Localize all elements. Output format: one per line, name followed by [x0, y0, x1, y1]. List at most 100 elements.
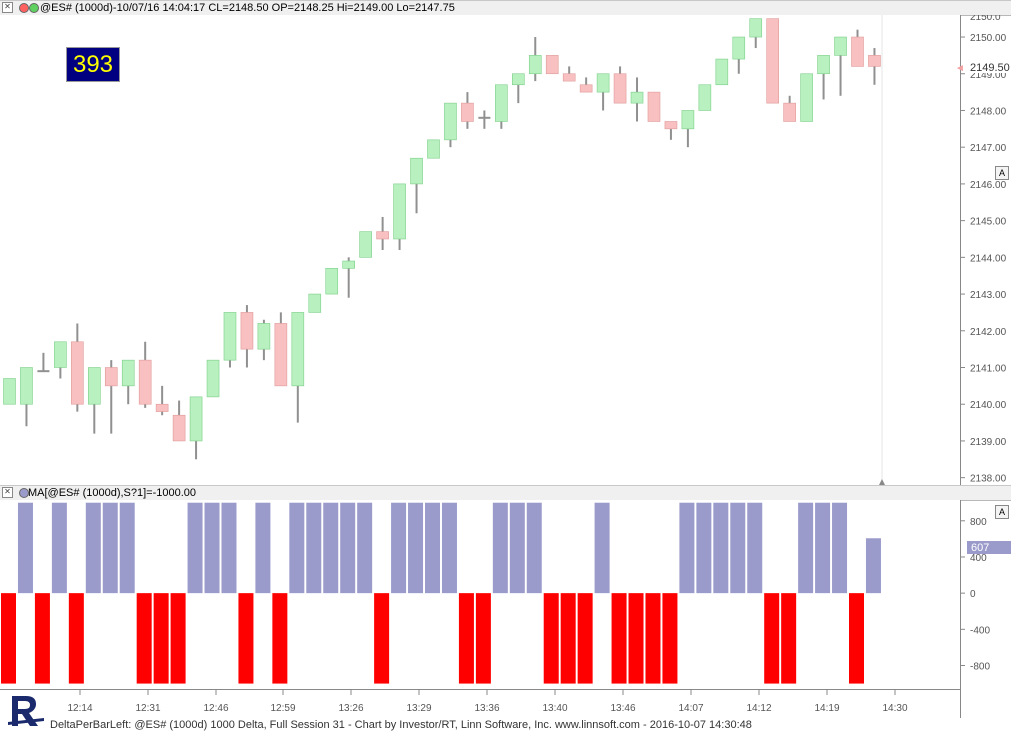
x-tick-label: 13:40: [542, 703, 567, 714]
candle-body: [444, 102, 457, 141]
delta-bar: [526, 502, 542, 594]
delta-bar: [560, 593, 576, 684]
delta-bar: [170, 593, 186, 684]
delta-bar: [153, 593, 169, 684]
delta-bar: [764, 593, 780, 684]
y-tick-label: 2149.00: [970, 70, 1007, 81]
candle-body: [495, 84, 508, 122]
price-chart[interactable]: 2150.00 2149.00 2148.00 2147.00 2146.00 2145.…: [0, 15, 1011, 485]
y-tick-label: 2143.00: [970, 290, 1007, 301]
indicator-autoscale-button[interactable]: A: [995, 505, 1009, 519]
delta-bar: [781, 593, 797, 684]
delta-bar: [340, 502, 356, 594]
candle-body: [410, 157, 423, 185]
delta-bar: [357, 502, 373, 594]
status-dot-icon: [29, 3, 39, 13]
candle-body: [834, 36, 847, 56]
y-tick-label: 2147.00: [970, 143, 1007, 154]
delta-bar: [509, 502, 525, 594]
candle-body: [172, 414, 186, 442]
candle-body: [121, 359, 135, 387]
candle-body: [240, 312, 254, 350]
x-tick-label: 12:31: [135, 703, 160, 714]
delta-bar: [730, 502, 746, 594]
y-tick-label: 2140.00: [970, 400, 1007, 411]
x-tick-label: 13:46: [610, 703, 635, 714]
candle-body: [511, 73, 525, 86]
candle-body: [596, 73, 610, 93]
delta-bar: [34, 593, 50, 684]
y-tick-label: 2139.00: [970, 437, 1007, 448]
indicator-panel-title: MA[@ES# (1000d),S?1]=-1000.00: [28, 487, 197, 499]
candle-body: [274, 323, 288, 387]
candle-body: [189, 396, 203, 442]
candle-body: [800, 73, 813, 122]
delta-bar: [611, 593, 627, 684]
delta-bar: [238, 593, 254, 684]
x-tick-label: 13:26: [338, 703, 363, 714]
indicator-panel-titlebar: ✕ MA[@ES# (1000d),S?1]=-1000.00: [0, 485, 1011, 501]
y-tick-label: 2146.00: [970, 180, 1007, 191]
x-tick-label: 14:30: [882, 703, 907, 714]
candle-body: [104, 367, 118, 387]
current-value-label: 607: [971, 542, 989, 554]
candle-body: [20, 367, 33, 405]
candle-body: [681, 110, 695, 130]
candle-body: [342, 260, 356, 269]
candle-body: [206, 359, 220, 398]
candle-body: [868, 55, 881, 67]
delta-bar: [136, 593, 152, 684]
bar-count-badge: 393: [66, 47, 120, 82]
x-tick-label: 13:29: [406, 703, 431, 714]
candle-body: [308, 293, 322, 313]
chart-footer: DeltaPerBarLeft: @ES# (1000d) 1000 Delta…: [50, 719, 752, 731]
current-price-label: 2149.50: [970, 62, 1010, 74]
x-tick-label: 12:46: [203, 703, 228, 714]
candle-body: [545, 55, 559, 75]
delta-bar: [849, 593, 864, 684]
delta-bar: [102, 502, 118, 594]
indicator-color-icon: [19, 488, 29, 498]
candle-body: [155, 403, 169, 412]
delta-bar: [289, 502, 305, 594]
x-tick-label: 14:19: [814, 703, 839, 714]
delta-bar: [832, 502, 848, 594]
candle-body: [54, 341, 67, 368]
delta-chart[interactable]: 800 400 0 -400 -800 12:14 12:31 12:46 12:59 13:2…: [0, 500, 1011, 718]
candle-body: [257, 323, 271, 350]
candle-body: [393, 183, 406, 240]
delta-bar: [865, 538, 881, 594]
candle-body: [647, 91, 661, 122]
candle-body: [715, 58, 729, 86]
delta-bar: [323, 502, 339, 594]
delta-bar: [51, 502, 67, 594]
y-tick-label: 2141.00: [970, 364, 1007, 375]
candle-body: [562, 73, 576, 82]
candle-body: [461, 102, 474, 122]
delta-bar: [425, 502, 440, 594]
y-tick-label: 2150.00: [970, 33, 1007, 44]
candle-body: [291, 312, 305, 387]
y-tick-label: 2142.00: [970, 327, 1007, 338]
price-autoscale-button[interactable]: A: [995, 166, 1009, 180]
candle-body: [223, 312, 237, 361]
delta-bar: [798, 502, 814, 594]
delta-bar: [306, 502, 322, 594]
delta-bar: [662, 593, 678, 684]
delta-bar: [221, 502, 237, 594]
candle-body: [579, 84, 593, 93]
close-icon[interactable]: ✕: [2, 2, 13, 13]
candle-body: [630, 91, 644, 104]
candle-body: [613, 73, 627, 104]
candle-body: [71, 341, 84, 405]
delta-bar: [645, 593, 661, 684]
close-icon[interactable]: ✕: [2, 487, 13, 498]
delta-bar: [594, 502, 610, 594]
candle-body: [528, 55, 542, 75]
y-tick-label: -800: [970, 661, 990, 672]
delta-bar: [713, 502, 729, 594]
candle-body: [749, 18, 763, 38]
delta-bar: [492, 502, 508, 594]
delta-bar: [204, 502, 220, 594]
candle-body: [783, 102, 796, 122]
